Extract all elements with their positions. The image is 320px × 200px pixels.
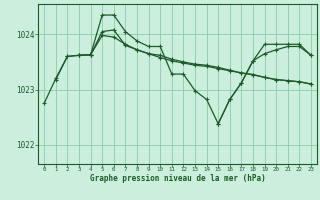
X-axis label: Graphe pression niveau de la mer (hPa): Graphe pression niveau de la mer (hPa) <box>90 174 266 183</box>
